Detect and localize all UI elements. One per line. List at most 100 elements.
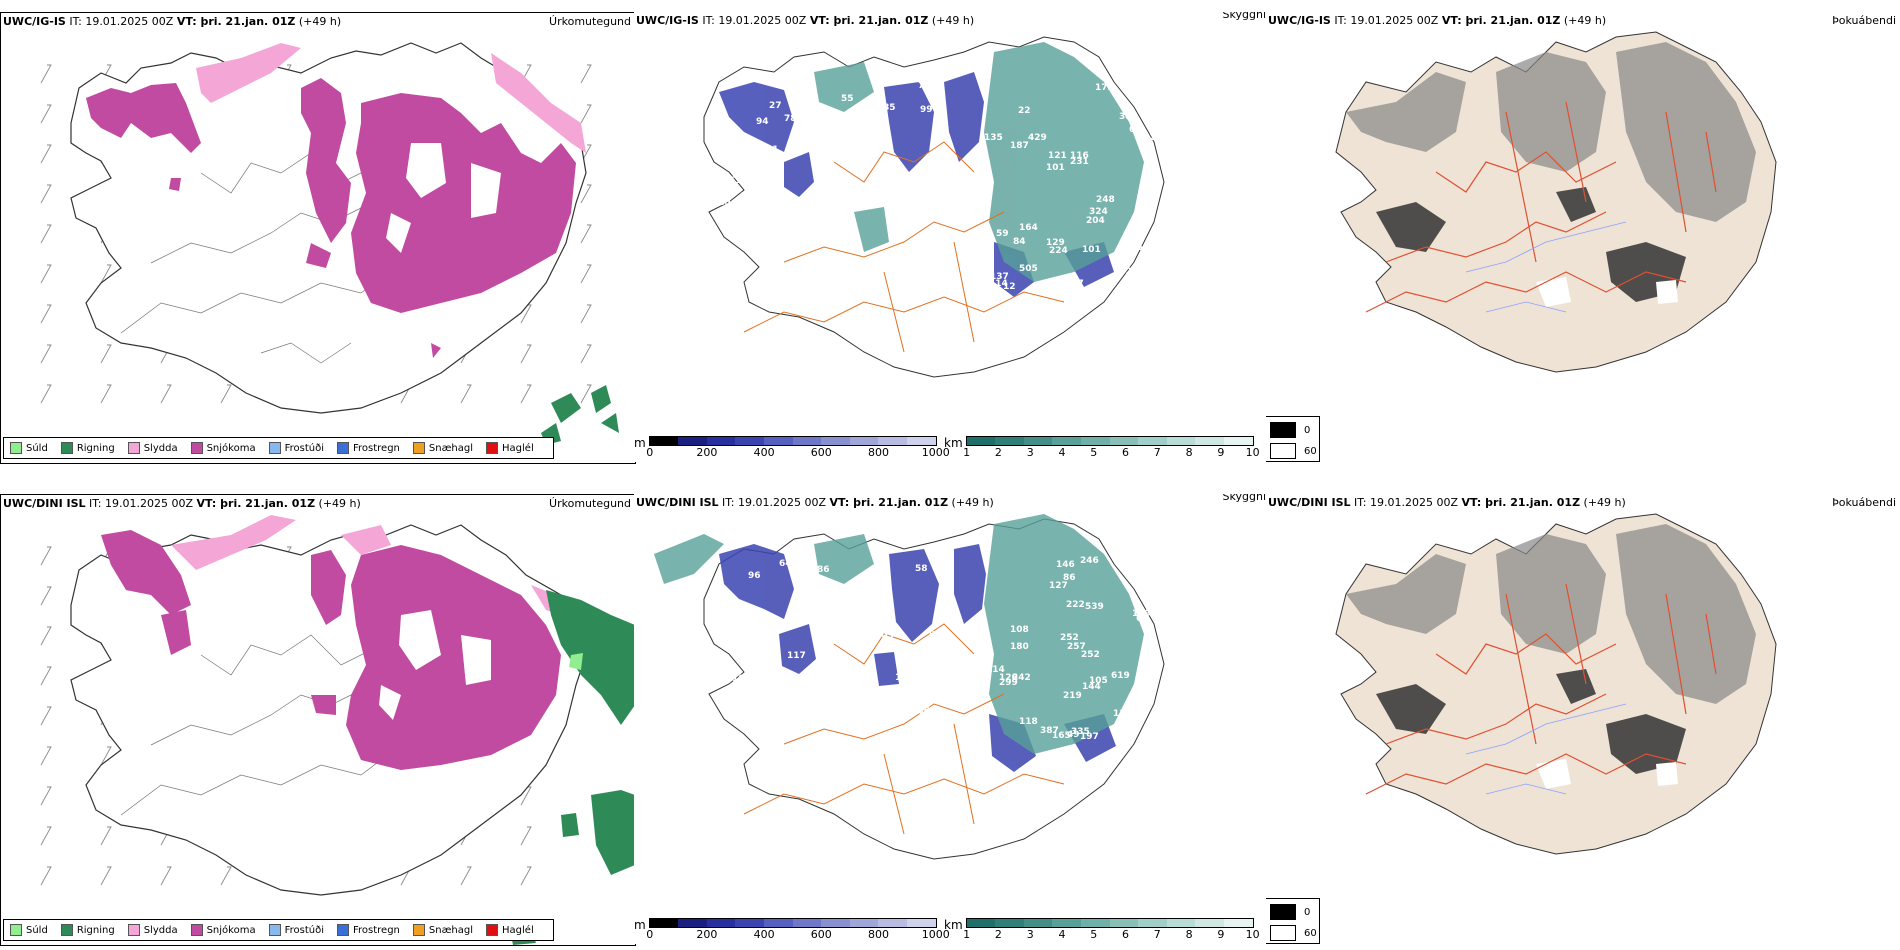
legend-item: Frostregn bbox=[337, 442, 400, 454]
visibility-label: 132 bbox=[1137, 133, 1156, 143]
model-name: UWC/DINI ISL bbox=[1268, 496, 1351, 509]
colorbar-segment bbox=[1138, 437, 1167, 445]
colorbar-tick: 1000 bbox=[921, 446, 950, 459]
visibility-label: 105 bbox=[875, 631, 894, 641]
colorbar-segment bbox=[966, 919, 996, 927]
fog-legend-label: 0 bbox=[1304, 906, 1311, 918]
visibility-label: 144 bbox=[1082, 682, 1101, 692]
init-time: IT: 19.01.2025 00Z bbox=[1354, 496, 1459, 509]
visibility-label: 123 bbox=[812, 602, 831, 612]
visibility-label: 116 bbox=[1070, 151, 1089, 161]
colorbar-tick: 0 bbox=[646, 446, 654, 459]
lead-time: (+49 h) bbox=[1583, 496, 1626, 509]
visibility-label: 162 bbox=[1113, 267, 1132, 277]
legend-swatch bbox=[190, 924, 203, 936]
model-name: UWC/IG-IS bbox=[1268, 14, 1331, 27]
visibility-label: 63 bbox=[741, 658, 754, 668]
visibility-label: 85 bbox=[883, 103, 896, 113]
legend-swatch bbox=[337, 924, 349, 936]
valid-time: VT: þri. 21.jan. 01Z bbox=[1441, 14, 1561, 27]
legend-swatch bbox=[337, 442, 349, 454]
valid-time: VT: þri. 21.jan. 01Z bbox=[809, 14, 929, 27]
colorbar-tick: 10 bbox=[1245, 928, 1260, 941]
visibility-label: 118 bbox=[1019, 717, 1038, 727]
visibility-label: 82 bbox=[919, 711, 932, 721]
visibility-label: 387 bbox=[1040, 726, 1059, 736]
ptype-panel-row2: UWC/DINI ISL IT: 19.01.2025 00Z VT: þri.… bbox=[0, 494, 636, 946]
fog-header-row1: UWC/IG-IS IT: 19.01.2025 00Z VT: þri. 21… bbox=[1268, 14, 1896, 30]
colorbar-tick: 200 bbox=[696, 928, 718, 941]
colorbar: 0 200 400 600 800 1000 bbox=[646, 918, 950, 941]
fog-legend-swatch bbox=[1270, 422, 1296, 438]
legend-item: Frostúði bbox=[268, 442, 324, 454]
visibility-label: 118 bbox=[943, 171, 962, 181]
colorbar-tick: 6 bbox=[1122, 928, 1130, 941]
lead-time: (+49 h) bbox=[298, 15, 342, 28]
colorbar-segment bbox=[878, 919, 908, 927]
vis-panel-row1: 107 105 55 31 108 90 27 78 61 94 10 50 99 96 99 85 76 135… bbox=[634, 12, 1270, 462]
visibility-label: 62 bbox=[1136, 614, 1149, 624]
colorbar: 1 2 3 4 5 6 7 8 9 10 bbox=[963, 436, 1260, 459]
fog-legend-swatch bbox=[1270, 443, 1296, 459]
legend-swatch bbox=[10, 924, 22, 936]
colorbar-segment bbox=[792, 437, 822, 445]
visibility-label: 96 bbox=[748, 571, 761, 581]
visibility-label: 539 bbox=[1085, 602, 1104, 612]
colorbar-tick: 8 bbox=[1185, 928, 1193, 941]
visibility-label: 107 bbox=[838, 204, 857, 214]
visibility-label: 126 bbox=[999, 673, 1018, 683]
colorbar-segment bbox=[1052, 919, 1082, 927]
legend-swatch bbox=[486, 442, 499, 454]
visibility-label: 138 bbox=[911, 706, 930, 716]
lead-time: (+49 h) bbox=[931, 14, 975, 27]
legend-item: Snjókoma bbox=[190, 924, 256, 936]
visibility-label: 90 bbox=[731, 206, 744, 216]
legend-swatch bbox=[127, 924, 140, 936]
valid-time: VT: þri. 21.jan. 01Z bbox=[196, 497, 316, 510]
map-title: Skyggni bbox=[1222, 12, 1266, 21]
visibility-label: 108 bbox=[1010, 625, 1029, 635]
legend-swatch bbox=[412, 442, 425, 454]
colorbar-unit: m bbox=[634, 436, 646, 450]
fog-legend-label: 60 bbox=[1304, 445, 1317, 457]
visibility-label: 94 bbox=[756, 117, 769, 127]
visibility-label: 86 bbox=[817, 565, 830, 575]
legend-label: Súld bbox=[26, 442, 48, 454]
colorbar-tick: 1 bbox=[963, 928, 971, 941]
colorbar-tick: 3 bbox=[1026, 928, 1034, 941]
fog-legend-swatch bbox=[1270, 925, 1296, 941]
legend-swatch bbox=[268, 924, 281, 936]
visibility-label: 101 bbox=[1082, 245, 1101, 255]
visibility-label: 248 bbox=[1096, 195, 1115, 205]
colorbar-tick: 400 bbox=[753, 446, 775, 459]
visibility-label: 121 bbox=[1048, 151, 1067, 161]
visibility-label: 10 bbox=[718, 198, 731, 208]
init-time: IT: 19.01.2025 00Z bbox=[69, 15, 174, 28]
legend-label: Rigning bbox=[76, 442, 115, 454]
colorbar-tick: 7 bbox=[1153, 928, 1161, 941]
vis-header-row1: UWC/IG-IS IT: 19.01.2025 00Z VT: þri. 21… bbox=[636, 12, 1266, 30]
vis-header-row2: UWC/DINI ISL IT: 19.01.2025 00Z VT: þri.… bbox=[636, 494, 1266, 512]
colorbar-segment bbox=[1023, 919, 1053, 927]
visibility-label: 105 bbox=[724, 130, 743, 140]
visibility-label: 12 bbox=[1003, 282, 1016, 292]
fog-legend-swatch bbox=[1270, 904, 1296, 920]
visibility-label: 78 bbox=[784, 114, 797, 124]
legend-label: Súld bbox=[26, 924, 48, 936]
visibility-label: 49 bbox=[1067, 730, 1080, 740]
colorbar-tick: 1 bbox=[963, 446, 971, 459]
colorbar-segment bbox=[1166, 919, 1196, 927]
visibility-label: 337 bbox=[1065, 279, 1084, 289]
legend-swatch bbox=[60, 924, 73, 936]
legend-item: Rigning bbox=[60, 442, 115, 454]
legend-swatch bbox=[127, 442, 140, 454]
legend-label: Frostúði bbox=[284, 924, 324, 936]
colorbar-tick: 2 bbox=[994, 928, 1002, 941]
colorbar-unit: m bbox=[634, 918, 646, 932]
legend-label: Slydda bbox=[143, 442, 178, 454]
legend-item: Frostregn bbox=[337, 924, 400, 936]
visibility-label: 96 bbox=[935, 131, 948, 141]
legend-item: Frostúði bbox=[268, 924, 324, 936]
visibility-label: 61 bbox=[1129, 125, 1142, 135]
legend-item: Rigning bbox=[60, 924, 115, 936]
